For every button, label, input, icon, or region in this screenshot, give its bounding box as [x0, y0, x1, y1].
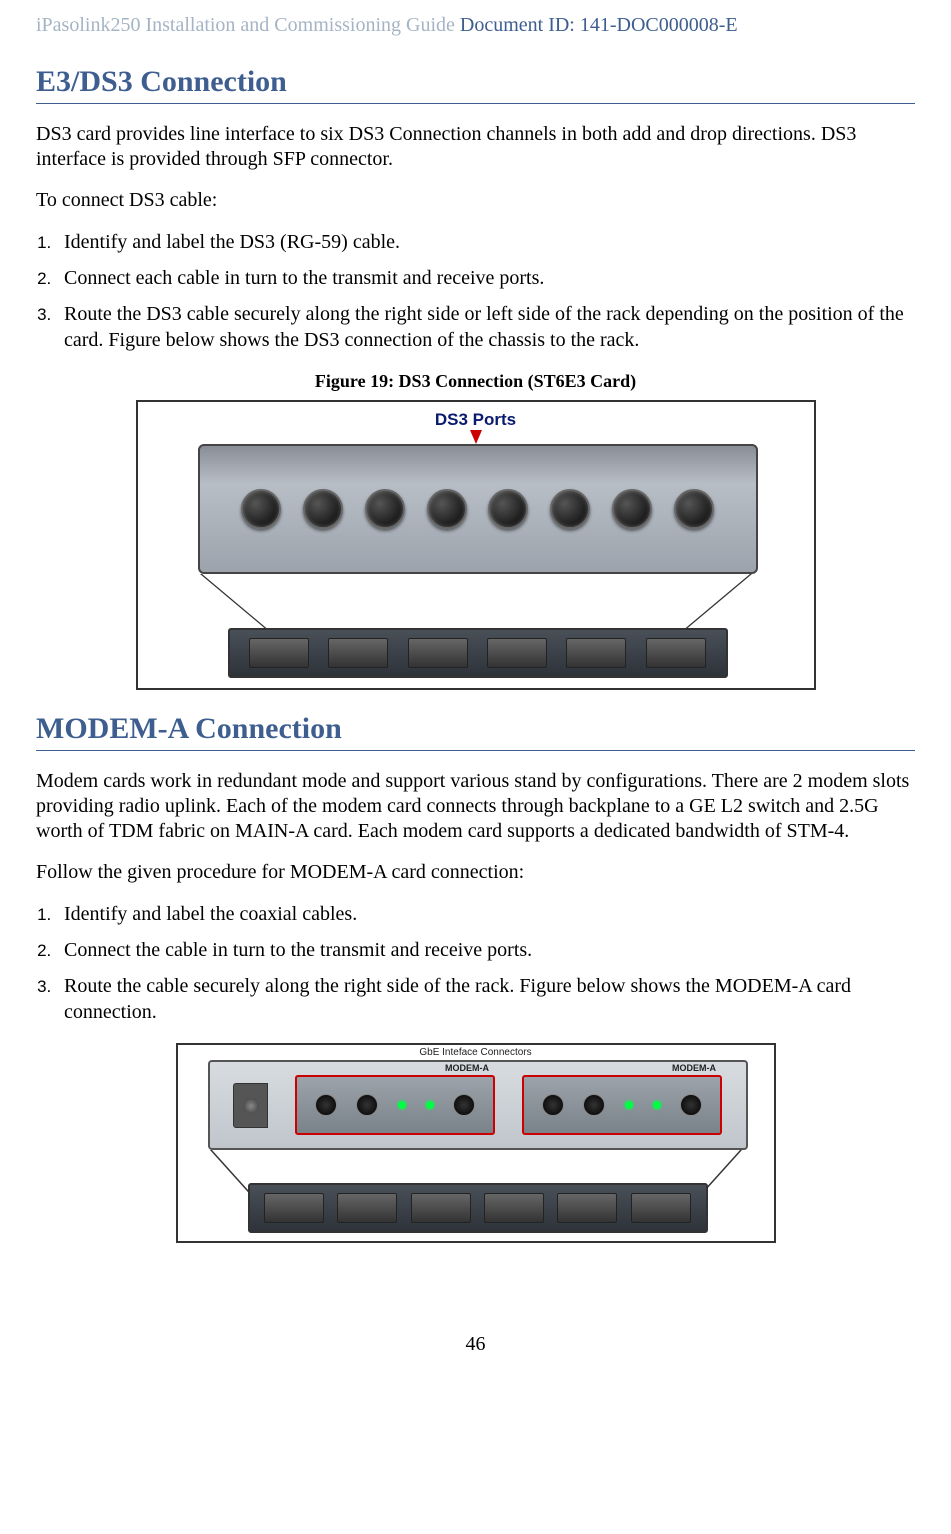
modem-port [356, 1094, 378, 1116]
modem-module-left: MODEM-A [295, 1075, 495, 1135]
header-guide-title: iPasolink250 Installation and Commission… [36, 14, 460, 36]
led-indicator [426, 1101, 434, 1109]
header: iPasolink250 Installation and Commission… [36, 14, 915, 37]
list-item: Identify and label the coaxial cables. [56, 901, 915, 927]
modem-port [680, 1094, 702, 1116]
ds3-port [303, 489, 343, 529]
ds3-port [674, 489, 714, 529]
figure-modem-container: GbE Inteface Connectors MODEM-A MODEM-A [36, 1043, 915, 1243]
gbe-connectors-label: GbE Inteface Connectors [419, 1047, 531, 1058]
list-item: Connect the cable in turn to the transmi… [56, 937, 915, 963]
chassis-slot [484, 1193, 544, 1223]
procedure-list-2: Identify and label the coaxial cables. C… [56, 901, 915, 1025]
figure-caption-19: Figure 19: DS3 Connection (ST6E3 Card) [36, 371, 915, 392]
modem-module-right: MODEM-A [522, 1075, 722, 1135]
chassis-rack [228, 628, 728, 678]
ds3-port [488, 489, 528, 529]
modem-port [542, 1094, 564, 1116]
chassis-slot [487, 638, 547, 668]
figure-19-container: DS3 Ports [36, 400, 915, 690]
procedure-intro-1: To connect DS3 cable: [36, 188, 915, 213]
chassis-slot [328, 638, 388, 668]
list-item: Route the DS3 cable securely along the r… [56, 301, 915, 353]
page-number: 46 [36, 1333, 915, 1356]
chassis-slot [646, 638, 706, 668]
led-indicator [625, 1101, 633, 1109]
header-doc-id: Document ID: 141-DOC000008-E [460, 14, 738, 36]
connector [233, 1083, 268, 1128]
modem-port [453, 1094, 475, 1116]
intro-paragraph-1: DS3 card provides line interface to six … [36, 122, 915, 172]
modem-a-label: MODEM-A [672, 1063, 716, 1073]
ds3-port [612, 489, 652, 529]
chassis-slot [408, 638, 468, 668]
ds3-zoom-panel [198, 444, 758, 574]
modem-a-label: MODEM-A [445, 1063, 489, 1073]
ds3-port [550, 489, 590, 529]
list-item: Route the cable securely along the right… [56, 973, 915, 1025]
procedure-intro-2: Follow the given procedure for MODEM-A c… [36, 860, 915, 885]
chassis-slot [557, 1193, 617, 1223]
chassis-slot [566, 638, 626, 668]
figure-modem: GbE Inteface Connectors MODEM-A MODEM-A [176, 1043, 776, 1243]
ds3-port [241, 489, 281, 529]
list-item: Connect each cable in turn to the transm… [56, 265, 915, 291]
led-indicator [653, 1101, 661, 1109]
led-indicator [398, 1101, 406, 1109]
modem-port [315, 1094, 337, 1116]
ds3-port [427, 489, 467, 529]
intro-paragraph-2: Modem cards work in redundant mode and s… [36, 769, 915, 844]
list-item: Identify and label the DS3 (RG-59) cable… [56, 229, 915, 255]
chassis-slot [337, 1193, 397, 1223]
chassis-slot [411, 1193, 471, 1223]
chassis-slot [631, 1193, 691, 1223]
chassis-rack [248, 1183, 708, 1233]
chassis-slot [249, 638, 309, 668]
figure-19: DS3 Ports [136, 400, 816, 690]
ds3-ports-label: DS3 Ports [435, 410, 516, 430]
arrow-icon [470, 430, 482, 444]
procedure-list-1: Identify and label the DS3 (RG-59) cable… [56, 229, 915, 353]
modem-port [583, 1094, 605, 1116]
ds3-port [365, 489, 405, 529]
section-title-e3ds3: E3/DS3 Connection [36, 65, 915, 104]
modem-zoom-panel: MODEM-A MODEM-A [208, 1060, 748, 1150]
section-title-modem: MODEM-A Connection [36, 712, 915, 751]
chassis-slot [264, 1193, 324, 1223]
